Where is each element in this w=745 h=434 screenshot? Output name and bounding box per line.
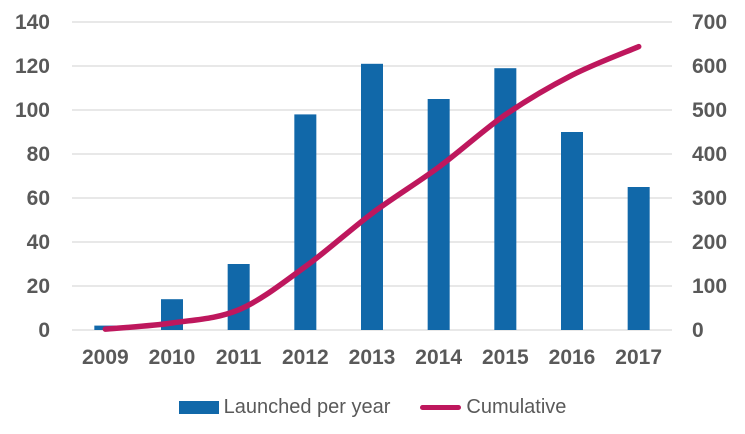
bar-2015 <box>494 68 517 330</box>
x-axis-label: 2016 <box>549 346 596 369</box>
left-axis-tick-label: 100 <box>15 99 50 122</box>
right-axis-tick-label: 0 <box>692 319 704 342</box>
right-axis-tick-label: 700 <box>692 11 727 34</box>
bar-2012 <box>294 114 317 331</box>
bar-2013 <box>361 63 383 331</box>
right-axis-tick-label: 100 <box>692 275 727 298</box>
left-axis-tick-label: 40 <box>27 231 50 254</box>
x-axis-label: 2017 <box>615 346 662 369</box>
left-axis-tick-label: 0 <box>38 319 50 342</box>
bar-2016 <box>561 132 583 330</box>
x-axis-label: 2015 <box>482 346 529 369</box>
x-axis-label: 2014 <box>415 346 462 369</box>
legend-label-launched: Launched per year <box>223 396 391 418</box>
left-axis-tick-label: 60 <box>27 187 50 210</box>
chart-legend: Launched per year Cumulative <box>0 394 745 420</box>
legend-item-cumulative: Cumulative <box>420 394 566 420</box>
bar-2014 <box>427 99 450 330</box>
x-axis-label: 2012 <box>282 346 329 369</box>
left-axis-tick-label: 20 <box>27 275 50 298</box>
bar-2011 <box>227 264 250 330</box>
x-axis-label: 2011 <box>216 346 262 369</box>
left-axis-tick-label: 80 <box>27 143 50 166</box>
left-axis-tick-label: 140 <box>15 11 50 34</box>
line-series-swatch <box>420 404 462 410</box>
x-axis-label: 2009 <box>82 346 129 369</box>
right-axis-tick-label: 600 <box>692 55 727 78</box>
right-axis-tick-label: 400 <box>692 143 727 166</box>
bar-series-swatch <box>178 400 219 414</box>
legend-label-cumulative: Cumulative <box>466 396 567 418</box>
legend-item-launched: Launched per year <box>178 394 391 420</box>
left-axis-tick-label: 120 <box>15 55 50 78</box>
right-axis-tick-label: 300 <box>692 187 727 210</box>
right-axis-tick-label: 500 <box>692 99 727 122</box>
x-axis-label: 2013 <box>349 346 396 369</box>
bar-2017 <box>627 187 650 330</box>
right-axis-tick-label: 200 <box>692 231 727 254</box>
x-axis-label: 2010 <box>149 346 196 369</box>
cumulative-line <box>102 43 642 332</box>
